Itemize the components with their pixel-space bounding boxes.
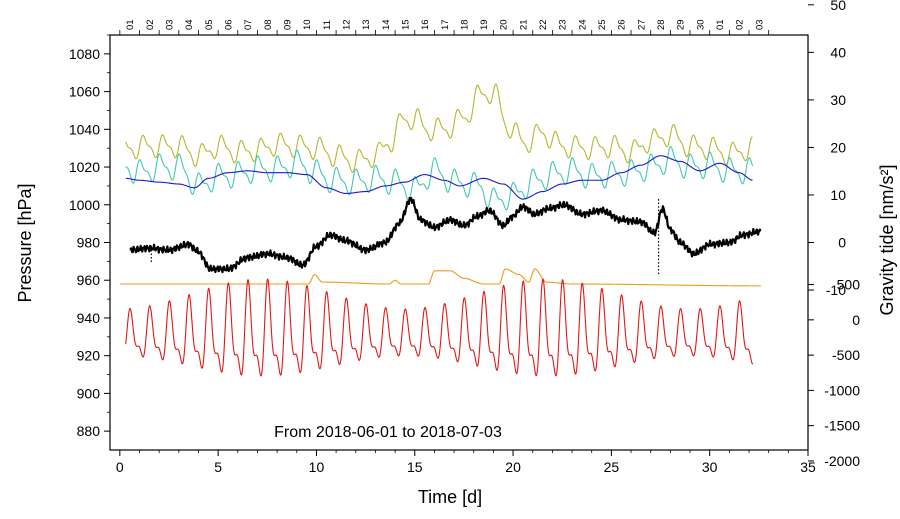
y-tick-label-left: 1060 bbox=[69, 84, 100, 100]
y-tick-label-left: 1000 bbox=[69, 197, 100, 213]
x-tick-label: 30 bbox=[702, 459, 718, 475]
top-day-label: 30 bbox=[695, 19, 706, 30]
top-day-label: 19 bbox=[479, 19, 490, 30]
plot-frame bbox=[109, 34, 809, 451]
y-tick-label-right-upper: -10 bbox=[826, 282, 846, 298]
series-line-pressure-station-b bbox=[125, 145, 754, 211]
top-day-label: 06 bbox=[223, 19, 234, 30]
top-day-label: 26 bbox=[617, 19, 628, 30]
series-line-gravity-residual bbox=[129, 196, 762, 274]
y-tick-label-right-lower: -2000 bbox=[824, 453, 860, 469]
y-tick-label-right-upper: 50 bbox=[830, 0, 846, 13]
top-day-label: 09 bbox=[282, 19, 293, 30]
top-day-label: 07 bbox=[243, 19, 254, 30]
y-tick-label-left: 900 bbox=[77, 385, 101, 401]
top-day-label: 14 bbox=[381, 19, 392, 30]
top-day-label: 03 bbox=[754, 19, 765, 30]
top-day-label: 28 bbox=[656, 19, 667, 30]
y-tick-label-left: 920 bbox=[77, 348, 101, 364]
top-day-label: 24 bbox=[577, 19, 588, 30]
x-tick-label: 35 bbox=[800, 459, 816, 475]
y-tick-label-left: 880 bbox=[77, 423, 101, 439]
y-tick-label-right-lower: 0 bbox=[852, 312, 860, 328]
top-day-label: 10 bbox=[302, 19, 313, 30]
top-day-label: 02 bbox=[145, 19, 156, 30]
date-range-annotation: From 2018-06-01 to 2018-07-03 bbox=[274, 424, 502, 441]
top-day-label: 05 bbox=[204, 19, 215, 30]
y-tick-label-left: 1040 bbox=[69, 121, 100, 137]
top-day-label: 23 bbox=[558, 19, 569, 30]
top-day-label: 02 bbox=[735, 19, 746, 30]
y-tick-label-right-lower: -1000 bbox=[824, 382, 860, 398]
top-day-label: 27 bbox=[636, 19, 647, 30]
top-day-label: 18 bbox=[459, 19, 470, 30]
y-tick-label-right-upper: 30 bbox=[830, 92, 846, 108]
top-day-label: 01 bbox=[715, 19, 726, 30]
top-day-label: 12 bbox=[341, 19, 352, 30]
x-axis-label: Time [d] bbox=[418, 487, 482, 507]
top-day-label: 13 bbox=[361, 19, 372, 30]
y-tick-label-right-lower: -500 bbox=[832, 347, 860, 363]
top-day-label: 15 bbox=[400, 19, 411, 30]
y-tick-label-left: 940 bbox=[77, 310, 101, 326]
x-tick-label: 15 bbox=[407, 459, 423, 475]
top-day-label: 17 bbox=[440, 19, 451, 30]
y-tick-label-right-upper: 40 bbox=[830, 44, 846, 60]
series-line-pressure-smoothed bbox=[125, 155, 753, 200]
y-tick-label-right-lower: -1500 bbox=[824, 418, 860, 434]
top-day-label: 25 bbox=[597, 19, 608, 30]
plot-area bbox=[109, 34, 809, 451]
y-tick-label-left: 980 bbox=[77, 235, 101, 251]
axes-layer: 0 5 10 15 20 25 30 3588090092094096098010001020… bbox=[69, 0, 860, 475]
top-day-label: 11 bbox=[322, 20, 333, 30]
top-day-label: 03 bbox=[164, 19, 175, 30]
y-axis-label-left: Pressure [hPa] bbox=[15, 183, 35, 302]
top-day-label: 01 bbox=[125, 19, 136, 30]
x-tick-label: 10 bbox=[309, 459, 325, 475]
series-line-gravity-tide bbox=[125, 278, 754, 377]
x-tick-label: 20 bbox=[505, 459, 521, 475]
y-tick-label-right-lower: 500 bbox=[837, 277, 861, 293]
top-day-label: 22 bbox=[538, 19, 549, 30]
top-day-label: 16 bbox=[420, 19, 431, 30]
series-layer bbox=[119, 83, 762, 377]
y-tick-label-right-upper: 10 bbox=[830, 187, 846, 203]
x-tick-label: 0 bbox=[116, 459, 124, 475]
y-tick-label-right-upper: 20 bbox=[830, 139, 846, 155]
y-axis-label-right: Gravity tide [nm/s²] bbox=[877, 164, 897, 315]
top-day-label: 29 bbox=[676, 19, 687, 30]
y-tick-label-left: 1020 bbox=[69, 159, 100, 175]
y-tick-label-left: 1080 bbox=[69, 46, 100, 62]
y-tick-label-right-upper: 0 bbox=[838, 235, 846, 251]
top-day-label: 21 bbox=[518, 19, 529, 30]
top-day-label: 20 bbox=[499, 19, 510, 30]
series-line-pressure-station-a bbox=[125, 83, 753, 173]
top-day-label: 04 bbox=[184, 19, 195, 30]
series-line-rainfall bbox=[119, 268, 761, 287]
y-tick-label-left: 960 bbox=[77, 272, 101, 288]
x-tick-label: 5 bbox=[214, 459, 222, 475]
top-day-label: 08 bbox=[263, 19, 274, 30]
x-tick-label: 25 bbox=[604, 459, 620, 475]
